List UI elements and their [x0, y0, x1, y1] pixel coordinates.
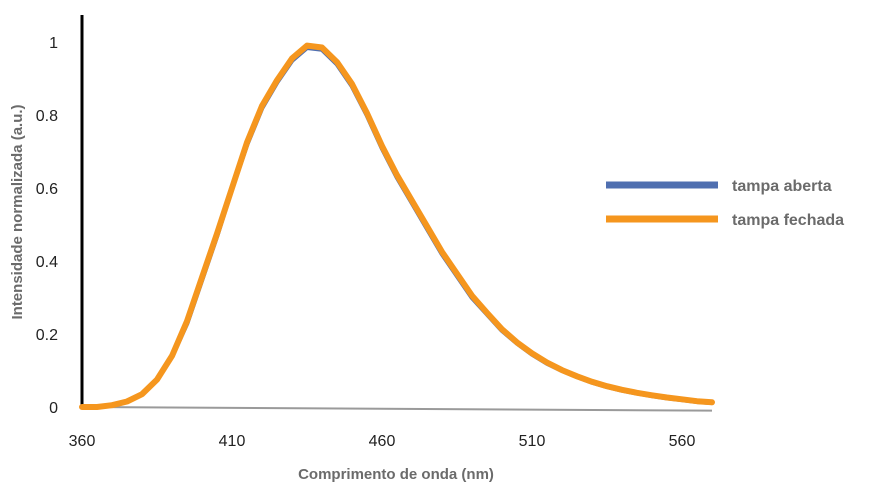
- y-tick-label: 0.6: [36, 181, 58, 198]
- x-tick-label: 410: [219, 433, 246, 450]
- x-axis-baseline: [81, 406, 713, 412]
- y-tick-label: 0.4: [36, 254, 58, 271]
- y-tick-label: 1: [49, 35, 58, 52]
- legend-label-tampa-fechada: tampa fechada: [732, 212, 844, 229]
- x-tick-label: 560: [669, 433, 696, 450]
- legend: tampa aberta tampa fechada: [606, 178, 844, 229]
- x-tick-label: 360: [69, 433, 96, 450]
- x-tick-label: 460: [369, 433, 396, 450]
- y-tick-label: 0.2: [36, 327, 58, 344]
- series-line-tampa-aberta: [79, 45, 715, 410]
- x-tick-label: 510: [519, 433, 546, 450]
- y-axis-title: Intensidade normalizada (a.u.): [9, 104, 26, 319]
- y-tick-label: 0.8: [36, 108, 58, 125]
- x-axis-title: Comprimento de onda (nm): [298, 466, 494, 483]
- series-line-tampa-fechada: [79, 42, 715, 410]
- legend-label-tampa-aberta: tampa aberta: [732, 178, 832, 195]
- y-tick-label: 0: [49, 400, 58, 417]
